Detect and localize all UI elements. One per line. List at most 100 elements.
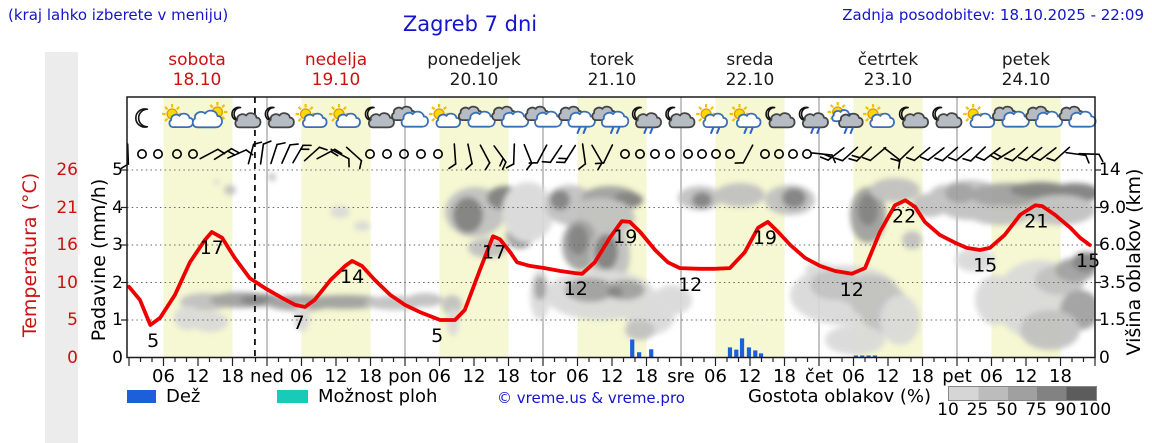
cloud-density-field [174, 173, 1095, 355]
cloud-blob [330, 206, 350, 218]
precip-bar [746, 347, 752, 358]
day-header: nedelja 19.10 [266, 50, 406, 90]
cloud-icon [168, 112, 194, 129]
rain-marks-icon [616, 127, 620, 134]
time-tick-label: 12 [1014, 366, 1038, 387]
temperature-label: 21 [1024, 210, 1048, 232]
rain-marks-icon [810, 127, 815, 134]
weather-icon-moon-cloud [264, 106, 295, 129]
wind-calm-icon [711, 149, 721, 159]
cloud-blob [502, 182, 554, 242]
precip-bar [734, 349, 739, 358]
wind-barb-icon [962, 146, 986, 162]
temperature-label: 19 [613, 226, 637, 248]
weather-icon-clouds [1058, 105, 1097, 128]
cloud-blob [354, 221, 370, 231]
wind-calm-icon [365, 149, 375, 159]
time-tick-label: čet [804, 366, 834, 387]
cloud-blob [652, 285, 692, 315]
wind-barb-icon [528, 144, 548, 164]
temperature-tick-label: 0 [67, 347, 78, 368]
wind-barb-icon [848, 146, 872, 162]
time-tick-label: 06 [152, 366, 175, 387]
day-date: 18.10 [172, 70, 222, 90]
precip-tick-label: 1 [112, 310, 123, 330]
wind-calm-icon [683, 149, 693, 159]
rain-legend-swatch [127, 390, 156, 403]
wind-barb-icon [316, 148, 343, 160]
cloud-blob [833, 302, 853, 318]
temperature-curve [127, 198, 1092, 327]
wind-barb-icon [523, 143, 533, 171]
time-tick-label: 12 [324, 366, 348, 387]
cloud-blob [453, 197, 483, 233]
weather-icon-clouds [491, 105, 530, 128]
wind-barb-icon [345, 146, 363, 170]
cloud-icon [335, 112, 361, 129]
day-name: četrtek [857, 50, 919, 70]
rain-marks-icon [649, 127, 654, 134]
wind-barb-icon [1004, 146, 1029, 162]
day-header: ponedeljek 20.10 [404, 50, 544, 90]
wind-barb-icon [505, 143, 516, 169]
day-header: petek 24.10 [956, 50, 1096, 90]
weather-icon-sun-cloud [963, 104, 996, 129]
gray-cloud-icon [267, 112, 295, 129]
wind-barb-icon [270, 142, 286, 165]
cloud-blob [268, 173, 276, 181]
weather-icon-clouds [992, 105, 1030, 128]
day-name: sreda [726, 50, 774, 70]
weather-icon-clouds-rain [591, 105, 630, 134]
cloud-icon [969, 112, 996, 129]
copyright-link[interactable]: © vreme.us & vreme.pro [497, 389, 685, 407]
rain-marks-icon [582, 127, 587, 134]
cloud-blob [782, 188, 806, 208]
cloud-density-tick-label: 75 [1025, 400, 1047, 420]
temperature-axis-strip [45, 52, 78, 443]
cloud-icon [400, 110, 429, 128]
weather-icon-sun-cloud-rain [696, 104, 728, 134]
wind-calm-icon [172, 149, 182, 159]
gray-cloud-icon [802, 112, 829, 129]
weather-icon-sun-cloud [295, 104, 328, 129]
cloud-blob [1025, 195, 1095, 225]
wind-barb-icon [905, 146, 931, 162]
weather-icon-moon-cloud [364, 106, 395, 129]
wind-barb-icon [247, 141, 263, 165]
wind-calm-icon [774, 149, 784, 159]
weather-icon-moon-cloud [932, 106, 963, 129]
temperature-label: 7 [293, 312, 305, 334]
gray-cloud-icon [635, 112, 662, 129]
weather-icon-sun-cloud [429, 104, 461, 129]
temperature-label: 12 [840, 279, 864, 301]
time-tick-label: 18 [1049, 366, 1072, 387]
cloud-icon [467, 110, 496, 128]
last-update: Zadnja posodobitev: 18.10.2025 - 22:09 [842, 6, 1144, 24]
weather-icon-sun-cloud [863, 104, 895, 129]
cloud-density-gradient-bar [948, 386, 1097, 401]
rain-marks-icon [643, 127, 648, 134]
cloud-blob [568, 225, 588, 255]
cloud-blob [594, 234, 618, 270]
time-tick-label: pon [388, 366, 422, 387]
time-tick-label: 06 [290, 366, 313, 387]
wind-barb-icon [292, 144, 312, 164]
wind-barb-icon [479, 144, 491, 171]
weather-icon-moon-cloud [765, 106, 796, 129]
time-tick-label: 12 [876, 366, 900, 387]
cloud-icon [302, 112, 328, 129]
cloud-icon [735, 112, 762, 129]
weather-icon-moon-cloud [898, 106, 929, 129]
wind-calm-icon [725, 149, 735, 159]
cloud-blob [550, 190, 570, 210]
cloud-icon [534, 110, 563, 128]
day-name: torek [590, 50, 634, 70]
temperature-tick-label: 5 [67, 310, 78, 330]
wind-barb-icon [303, 146, 328, 162]
wind-calm-icon [137, 149, 147, 159]
wind-barb-icon [330, 148, 350, 168]
weather-icon-sun-clouds-rain [827, 102, 864, 134]
page-title: Zagreb 7 dni [402, 12, 538, 36]
wind-calm-icon [665, 149, 675, 159]
wind-barb-icon [819, 147, 845, 161]
